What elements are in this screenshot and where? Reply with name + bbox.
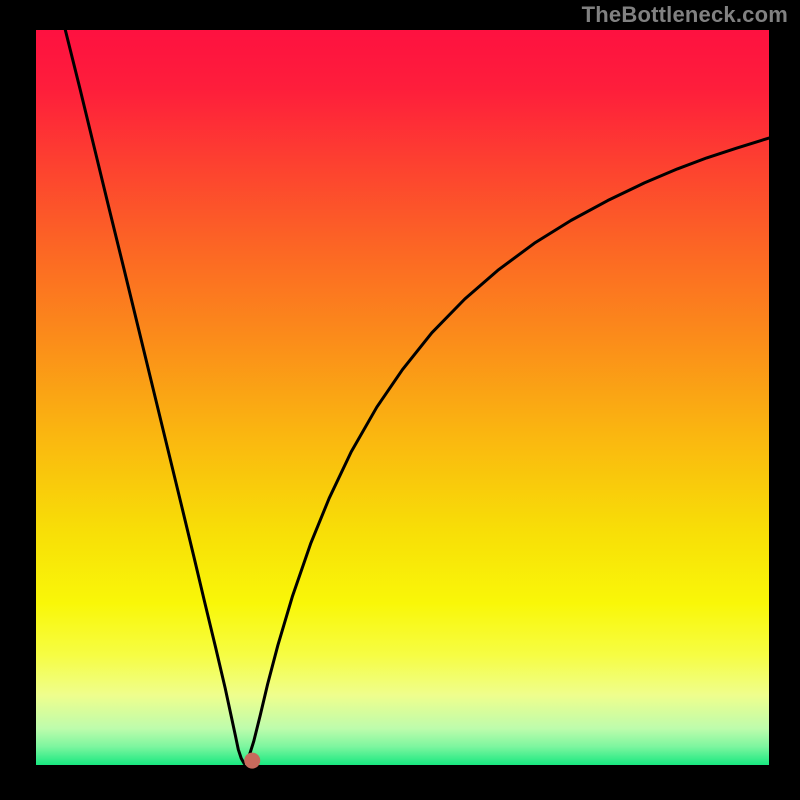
optimal-point-marker <box>244 753 260 769</box>
curve-layer <box>0 0 800 800</box>
bottleneck-curve <box>65 30 769 764</box>
chart-stage: TheBottleneck.com <box>0 0 800 800</box>
